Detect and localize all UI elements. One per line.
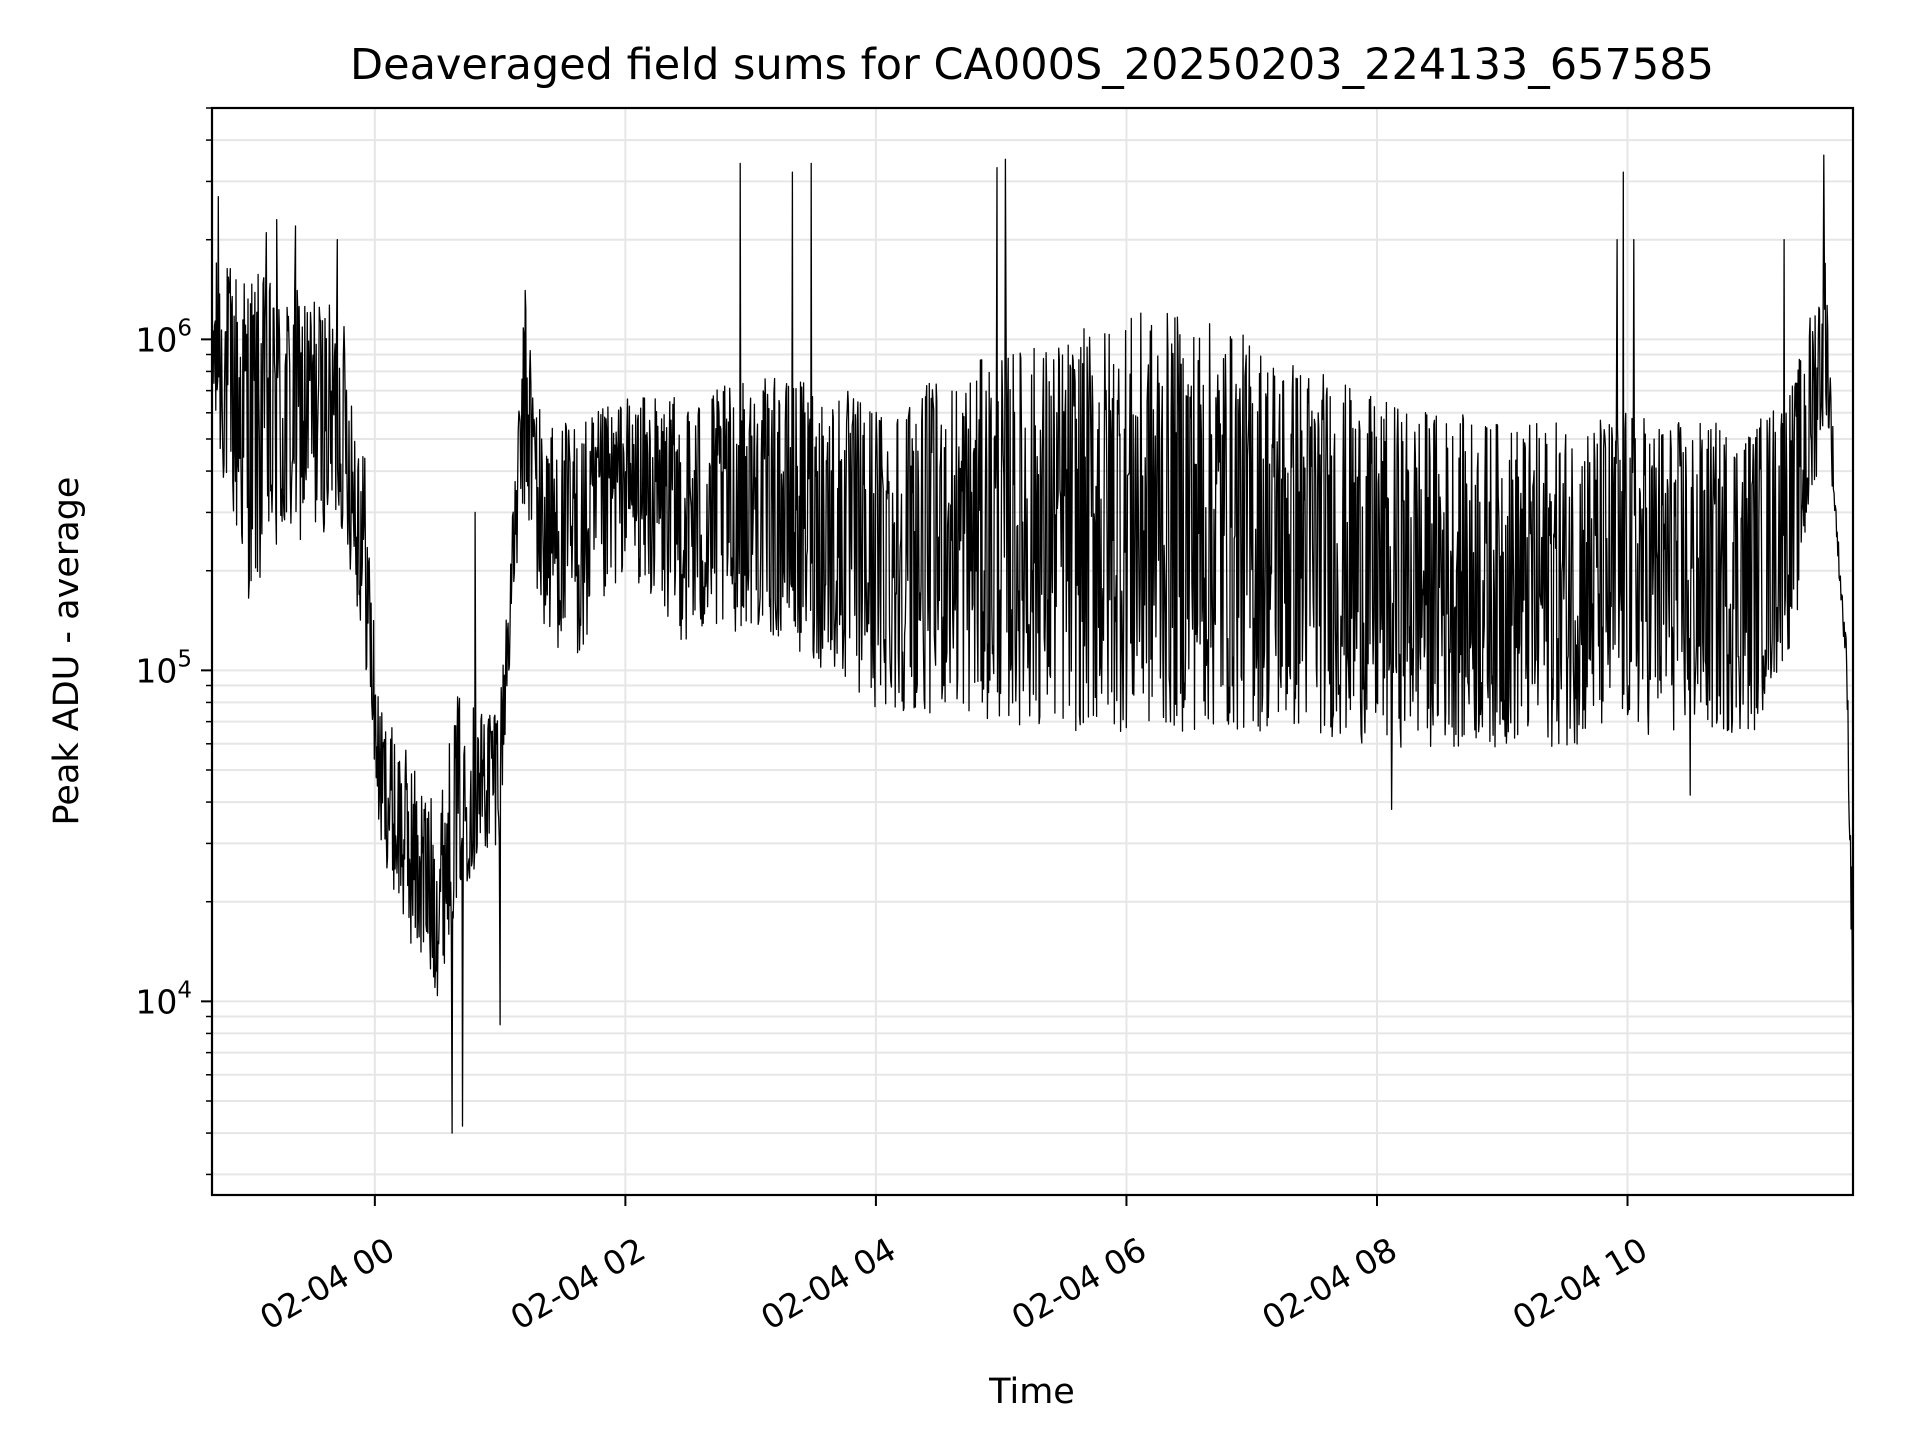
y-tick-label: 104 — [135, 977, 192, 1021]
gridlines — [212, 107, 1853, 1195]
plot-frame — [210, 106, 1855, 1197]
y-tick-label: 105 — [135, 646, 192, 690]
y-tick-label: 106 — [135, 315, 192, 359]
y-axis-ticks: 104 105 106 — [135, 107, 212, 1176]
series-line — [211, 154, 1854, 1134]
plot-background — [212, 108, 1853, 1195]
x-axis-label: Time — [988, 1372, 1075, 1412]
y-axis-label: Peak ADU - average — [47, 477, 87, 826]
series-line-group — [211, 154, 1854, 1134]
chart-title: Deaveraged field sums for CA000S_2025020… — [350, 40, 1714, 90]
